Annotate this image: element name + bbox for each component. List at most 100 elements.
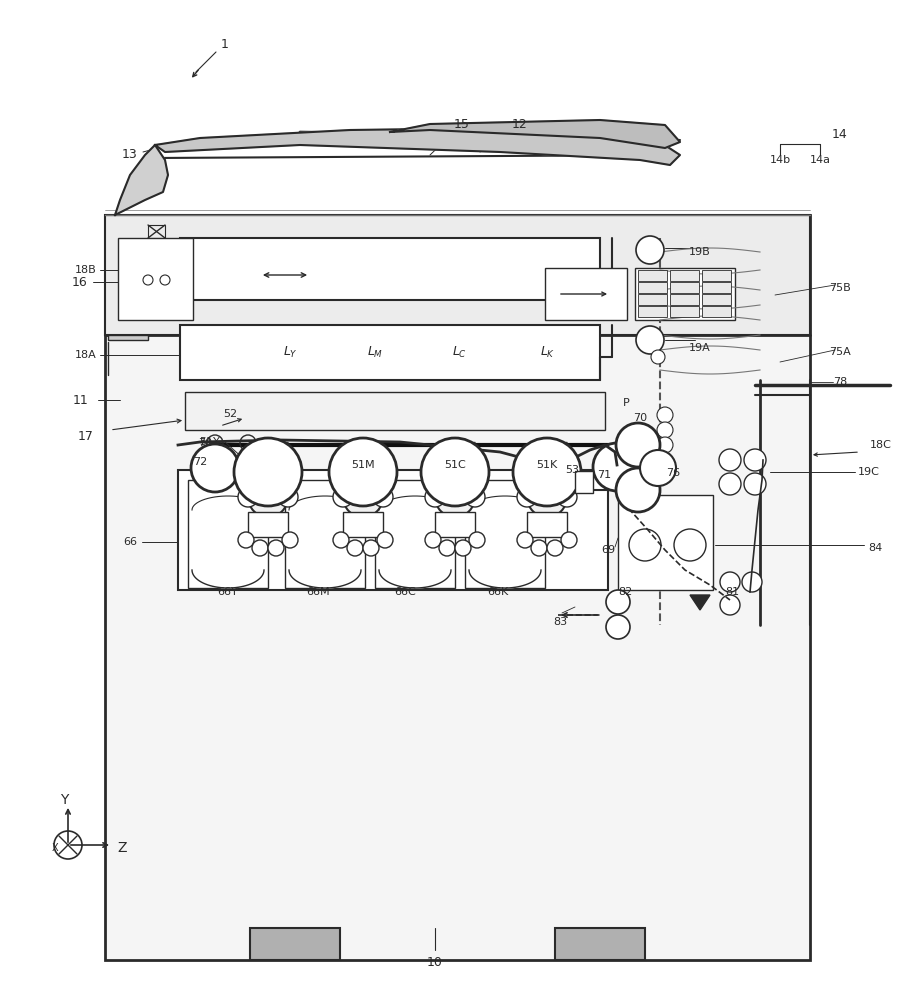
Text: 1: 1 (221, 38, 229, 51)
Text: 12: 12 (512, 118, 528, 131)
Bar (555, 928, 645, 960)
Circle shape (720, 572, 740, 592)
Text: 84: 84 (868, 543, 882, 553)
Circle shape (616, 423, 660, 467)
Circle shape (651, 350, 665, 364)
Text: 66: 66 (123, 537, 137, 547)
Circle shape (252, 540, 268, 556)
Circle shape (278, 487, 298, 507)
Text: $L_C$: $L_C$ (453, 344, 467, 360)
Text: $L_K$: $L_K$ (540, 344, 556, 360)
Bar (638, 294, 667, 305)
Circle shape (561, 532, 577, 548)
Circle shape (527, 477, 567, 517)
Circle shape (606, 615, 630, 639)
Circle shape (557, 487, 577, 507)
Text: 66Y: 66Y (217, 587, 238, 597)
Bar (670, 306, 699, 317)
Bar (638, 270, 667, 281)
Circle shape (465, 487, 485, 507)
Circle shape (282, 532, 298, 548)
Circle shape (742, 572, 762, 592)
Circle shape (657, 437, 673, 453)
Text: 70: 70 (633, 413, 647, 423)
Circle shape (629, 529, 661, 561)
Text: 14b: 14b (770, 155, 791, 165)
Text: 69: 69 (601, 545, 615, 555)
Bar (702, 270, 731, 281)
Circle shape (513, 438, 581, 506)
Circle shape (657, 407, 673, 423)
Polygon shape (390, 120, 680, 148)
Polygon shape (192, 570, 264, 588)
Bar (180, 325, 600, 380)
Bar (375, 480, 455, 588)
Circle shape (517, 532, 533, 548)
Text: 18A: 18A (75, 350, 97, 360)
Text: 19C: 19C (858, 467, 880, 477)
Bar (185, 392, 605, 430)
Circle shape (616, 468, 660, 512)
Circle shape (377, 532, 393, 548)
Circle shape (439, 540, 455, 556)
Circle shape (606, 590, 630, 614)
Circle shape (640, 450, 676, 486)
Circle shape (674, 529, 706, 561)
Bar (638, 306, 667, 317)
Circle shape (744, 449, 766, 471)
Polygon shape (115, 145, 168, 215)
Text: 71: 71 (597, 470, 611, 480)
Bar (702, 294, 731, 305)
Circle shape (425, 487, 445, 507)
Text: 14a: 14a (810, 155, 831, 165)
Bar (635, 268, 735, 320)
Circle shape (421, 438, 489, 506)
Text: 18C: 18C (870, 440, 892, 450)
Circle shape (363, 540, 379, 556)
Text: $L_M$: $L_M$ (367, 344, 383, 360)
Bar (618, 495, 713, 590)
Circle shape (455, 540, 471, 556)
Text: 51C: 51C (444, 460, 466, 470)
Text: 51Y: 51Y (200, 437, 220, 447)
Bar (148, 225, 165, 238)
Text: 19B: 19B (689, 247, 711, 257)
Bar (702, 282, 731, 293)
Circle shape (593, 443, 641, 491)
Text: 83: 83 (553, 617, 567, 627)
Text: 66M: 66M (306, 587, 330, 597)
Polygon shape (289, 570, 361, 588)
Circle shape (238, 487, 258, 507)
Text: 70: 70 (198, 438, 212, 448)
Circle shape (531, 540, 547, 556)
Circle shape (329, 438, 397, 506)
Circle shape (248, 477, 288, 517)
Text: 10: 10 (427, 956, 443, 968)
Circle shape (191, 444, 239, 492)
Circle shape (333, 532, 349, 548)
Text: 66K: 66K (488, 587, 509, 597)
Text: 52: 52 (223, 409, 237, 419)
Polygon shape (690, 595, 710, 610)
Bar (178, 470, 608, 590)
Bar (248, 512, 288, 537)
Circle shape (547, 540, 563, 556)
Text: $L_Y$: $L_Y$ (282, 344, 298, 360)
Text: 14: 14 (832, 128, 848, 141)
Circle shape (469, 532, 485, 548)
Bar (670, 294, 699, 305)
Bar (188, 480, 268, 588)
Text: X: X (52, 843, 58, 853)
Bar (108, 335, 148, 340)
Circle shape (435, 477, 475, 517)
Circle shape (333, 487, 353, 507)
Polygon shape (469, 570, 541, 588)
Text: 11: 11 (72, 393, 88, 406)
Bar (118, 238, 193, 320)
Circle shape (636, 326, 664, 354)
Text: 17: 17 (79, 430, 94, 444)
Bar (638, 282, 667, 293)
Bar (545, 268, 627, 320)
Circle shape (636, 236, 664, 264)
Bar (670, 270, 699, 281)
